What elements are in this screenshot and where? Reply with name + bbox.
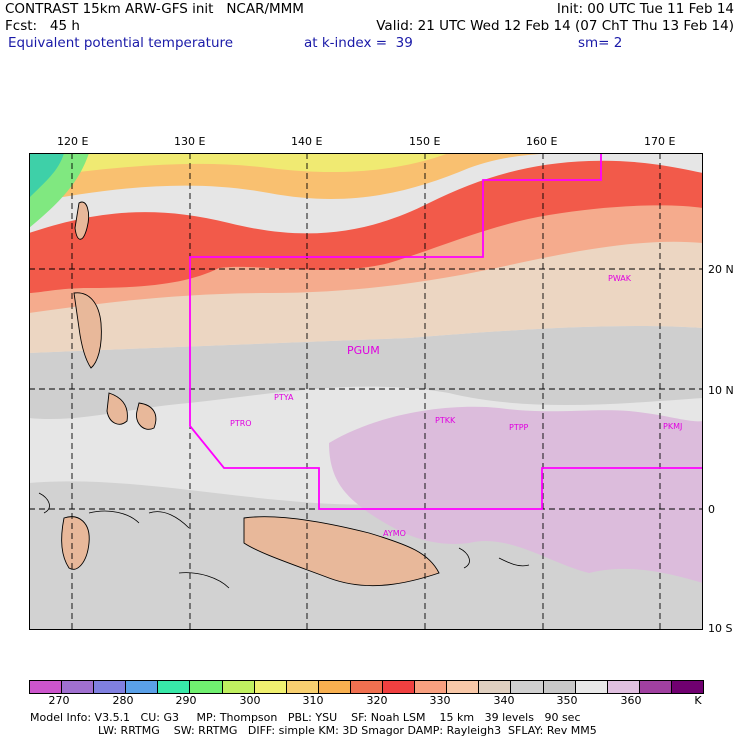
field-band-red [29, 160, 703, 293]
lon-label: 130 E [174, 135, 206, 148]
colorbar-swatch [670, 681, 703, 693]
lon-label: 170 E [644, 135, 676, 148]
colorbar-swatch [125, 681, 158, 693]
field-band-grey-mid [29, 326, 703, 420]
land [61, 201, 440, 587]
header-forecast: Fcst: 45 h [5, 18, 80, 34]
colorbar-swatch [189, 681, 222, 693]
colorbar-label: 350 [556, 694, 578, 707]
field-band-teal [29, 153, 64, 198]
colorbar-label: 310 [302, 694, 324, 707]
header-title: CONTRAST 15km ARW-GFS init NCAR/MMM [5, 1, 304, 17]
colorbar-swatch [446, 681, 479, 693]
colorbar-swatch [30, 681, 62, 693]
model-info-line2: LW: RRTMG SW: RRTMG DIFF: simple KM: 3D … [98, 724, 597, 737]
colorbar-label: 300 [239, 694, 261, 707]
station-label: PTYA [274, 393, 294, 402]
header-valid: Valid: 21 UTC Wed 12 Feb 14 (07 ChT Thu … [376, 18, 734, 34]
colorbar-swatch [317, 681, 350, 693]
colorbar-swatch [157, 681, 190, 693]
colorbar-swatch [349, 681, 383, 693]
colorbar-swatch [542, 681, 575, 693]
lon-label: 150 E [409, 135, 441, 148]
colorbar-swatch [253, 681, 286, 693]
lat-label: 10 N [708, 384, 734, 397]
colorbar-label: 320 [366, 694, 388, 707]
station-label: PKMJ [663, 422, 682, 431]
colorbar-label: 360 [620, 694, 642, 707]
colorbar-swatch [638, 681, 671, 693]
field-name: Equivalent potential temperature [8, 35, 234, 51]
lat-label: 20 N [708, 263, 734, 276]
colorbar-swatch [221, 681, 254, 693]
station-label: PTRO [230, 419, 252, 428]
header-init: Init: 00 UTC Tue 11 Feb 14 [556, 1, 734, 17]
lon-label: 160 E [526, 135, 558, 148]
graticule [29, 153, 703, 630]
colorbar-swatch [285, 681, 318, 693]
colorbar-label: 290 [175, 694, 197, 707]
region-boundary [189, 153, 703, 510]
lon-label: 120 E [57, 135, 89, 148]
colorbar [29, 680, 704, 694]
colorbar-label: 340 [493, 694, 515, 707]
field-band-lavender [329, 406, 703, 583]
station-label: PTKK [435, 416, 456, 425]
colorbar-label: 330 [429, 694, 451, 707]
colorbar-swatch [510, 681, 543, 693]
station-label: AYMO [383, 529, 406, 538]
colorbar-swatch [574, 681, 607, 693]
field-band-yellow [29, 153, 449, 178]
lon-label: 140 E [291, 135, 323, 148]
colorbar-swatch [61, 681, 94, 693]
coastline [38, 492, 530, 589]
station-label: PWAK [608, 274, 632, 283]
lat-label: 0 [708, 503, 715, 516]
station-label: PTPP [509, 423, 529, 432]
field-smoothing: sm= 2 [578, 35, 623, 51]
field-level: at k-index = 39 [304, 35, 413, 51]
map-panel: PWAK PGUM PTYA PTRO PTKK PTPP PKMJ AYMO [29, 153, 703, 630]
colorbar-swatch [606, 681, 639, 693]
colorbar-swatch [478, 681, 511, 693]
station-label: PGUM [347, 344, 380, 357]
colorbar-unit: K [694, 694, 702, 707]
colorbar-label: 270 [48, 694, 70, 707]
colorbar-label: 280 [112, 694, 134, 707]
colorbar-swatch [382, 681, 415, 693]
field-band-orange [29, 153, 589, 203]
colorbar-swatch [93, 681, 126, 693]
colorbar-swatch [414, 681, 447, 693]
model-info-line1: Model Info: V3.5.1 CU: G3 MP: Thompson P… [30, 711, 581, 724]
lat-label: 10 S [708, 622, 733, 635]
